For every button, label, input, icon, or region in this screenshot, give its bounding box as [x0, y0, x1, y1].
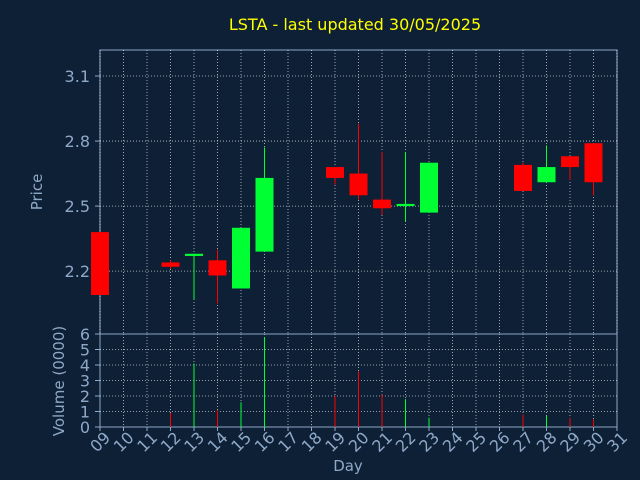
price-tick-label: 2.8	[65, 132, 90, 151]
volume-tick-label: 4	[80, 356, 90, 375]
candle-body	[584, 143, 603, 183]
volume-tick-label: 6	[80, 325, 90, 344]
candle-body	[349, 173, 368, 196]
volume-tick-label: 0	[80, 418, 90, 437]
x-axis: 0910111213141516171819202122232425262728…	[86, 427, 631, 456]
candle-body	[161, 262, 180, 267]
volume-tick-label: 1	[80, 403, 90, 422]
volume-tick-label: 2	[80, 387, 90, 406]
volume-tick-label: 3	[80, 372, 90, 391]
candle-body	[514, 164, 532, 191]
x-axis-label: Day	[333, 457, 363, 475]
price-tick-label: 2.2	[65, 262, 90, 281]
candle-body	[326, 167, 344, 178]
price-panel: 2.2 2.5 2.8 3.1	[65, 49, 618, 335]
candle-body	[255, 177, 274, 252]
candle-body	[91, 232, 109, 295]
candle-body	[208, 260, 227, 276]
chart-title: LSTA - last updated 30/05/2025	[229, 15, 481, 34]
candle-body	[561, 156, 579, 168]
candle-body	[396, 203, 415, 207]
volume-axis-label: Volume (0000)	[50, 326, 68, 436]
price-axis-label: Price	[28, 174, 46, 211]
candle-body	[420, 162, 438, 213]
x-tick-label: 31	[603, 428, 631, 456]
candle-body	[373, 199, 391, 209]
volume-tick-label: 5	[80, 341, 90, 360]
price-tick-label: 2.5	[65, 197, 90, 216]
candle-body	[537, 167, 556, 183]
candle-body	[232, 227, 250, 289]
candle-body	[185, 253, 203, 256]
price-tick-label: 3.1	[65, 67, 90, 86]
